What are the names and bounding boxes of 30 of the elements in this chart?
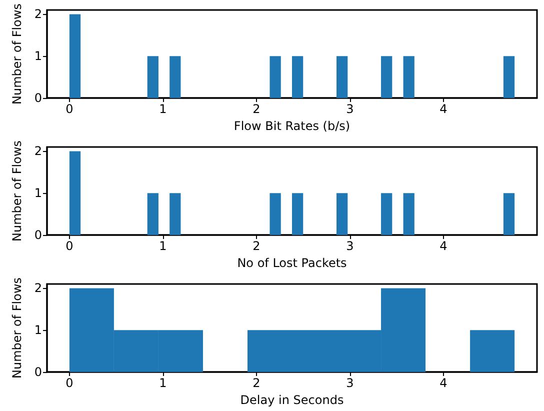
x-tick-label: 2 <box>252 239 260 253</box>
x-tick-label: 2 <box>252 376 260 390</box>
x-tick-label: 1 <box>159 102 167 116</box>
y-tick-label: 1 <box>34 49 42 64</box>
x-tick-label: 0 <box>66 239 74 253</box>
x-tick-label: 0 <box>66 102 74 116</box>
y-tick-label: 0 <box>34 91 42 105</box>
y-axis-title: Number of Flows <box>10 140 24 242</box>
y-tick-label: 1 <box>34 323 42 338</box>
x-tick-label: 3 <box>346 239 354 253</box>
x-tick-label: 4 <box>440 376 448 390</box>
x-tick-label: 2 <box>252 102 260 116</box>
y-axis-title: Number of Flows <box>10 277 24 379</box>
y-tick-label: 2 <box>34 144 42 158</box>
y-axis-title: Number of Flows <box>10 3 24 105</box>
y-tick-label: 1 <box>34 186 42 200</box>
y-tick-label: 2 <box>34 281 42 296</box>
x-axis-title: No of Lost Packets <box>237 256 347 270</box>
y-tick-label: 0 <box>34 228 42 242</box>
x-tick-label: 4 <box>440 239 448 253</box>
x-tick-label: 4 <box>440 102 448 116</box>
x-tick-label: 1 <box>159 376 167 390</box>
x-tick-label: 3 <box>346 376 354 390</box>
x-tick-label: 1 <box>159 239 167 253</box>
x-axis-title: Flow Bit Rates (b/s) <box>234 119 350 133</box>
y-tick-label: 2 <box>34 7 42 22</box>
x-axis-title: Delay in Seconds <box>240 393 344 407</box>
x-tick-label: 0 <box>66 376 74 390</box>
x-tick-label: 3 <box>346 102 354 116</box>
y-tick-label: 0 <box>34 365 42 379</box>
